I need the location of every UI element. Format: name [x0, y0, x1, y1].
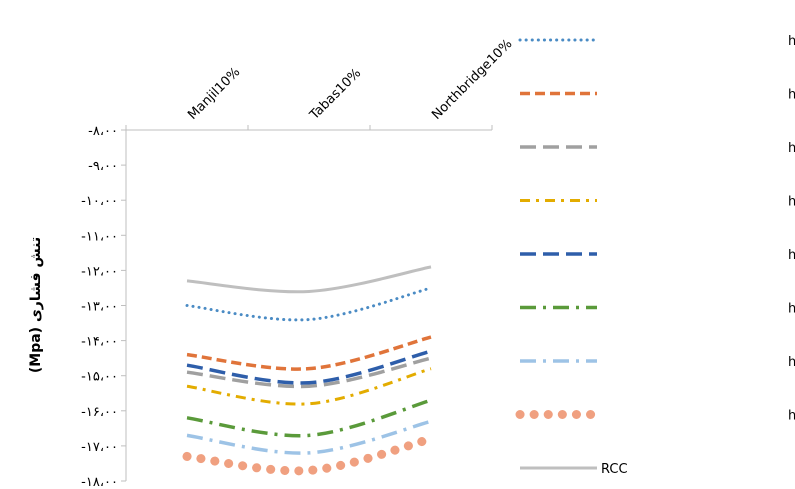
legend-label: بتن با مقامت ۱۰ ، h=8.57 — [788, 248, 795, 263]
category-label: Manjil10% — [185, 65, 243, 123]
series-line-4 — [186, 367, 432, 406]
legend-item-3: بتن با مقامت ۱۰ ، h=12.24 — [520, 141, 795, 156]
y-tick-labels: -۸،۰۰ -۹،۰۰ -۱۰،۰۰ -۱۱،۰۰ -۱۲،۰۰ -۱۳،۰۰ -۱۴،۰۰… — [81, 124, 118, 489]
legend-label: RCC — [601, 462, 628, 477]
category-label: Northbridge10% — [429, 37, 515, 123]
y-tick-label: -۱۸،۰۰ — [81, 475, 118, 489]
legend-item-4: بتن با مقامت ۱۰ ، h=12.24 — [520, 195, 795, 210]
y-tick-label: -۱۳،۰۰ — [81, 300, 118, 315]
legend-label: بتن با مقامت ۱۰ ، h=12.24 — [788, 34, 795, 49]
y-tick-label: -۱۵،۰۰ — [81, 370, 118, 385]
legend: بتن با مقامت ۱۰ ، h=12.24 بتن با مقامت ۱۰… — [515, 34, 795, 477]
category-label: Tabas10% — [307, 66, 365, 124]
category-labels: Manjil10% Tabas10% Northbridge10% — [185, 37, 515, 124]
legend-item-1: بتن با مقامت ۱۰ ، h=12.24 — [518, 34, 795, 49]
y-tick-label: -۱۷،۰۰ — [81, 440, 118, 455]
legend-label: بتن با مقامت ۱۰ ، h=12.24 — [788, 195, 795, 210]
legend-item-5: بتن با مقامت ۱۰ ، h=8.57 — [520, 248, 795, 263]
series-line-5 — [186, 349, 432, 385]
series-line-9 — [186, 265, 432, 294]
series-lines — [182, 265, 436, 476]
series-line-1 — [185, 286, 433, 322]
series-line-2 — [186, 335, 432, 371]
legend-item-2: بتن با مقامت ۱۰ ، h=12.24 — [520, 88, 795, 103]
legend-label: بتن با مقامت ۱۰ ، h=12.24 — [788, 88, 795, 103]
legend-item-6: بتن با مقامت ۱۰ ، h=8.57 — [520, 302, 795, 317]
y-tick-label: -۱۴،۰۰ — [81, 335, 118, 350]
legend-label: بتن با مقامت ۱۰ ، h=12.24 — [788, 141, 795, 156]
legend-item-8: بتن با مقامت ۱۰ ، h=8.57 — [515, 409, 795, 424]
legend-label: بتن با مقامت ۱۰ ، h=8.57 — [788, 409, 795, 424]
legend-item-7: بتن با مقامت ۱۰ ، h=8.57 — [520, 355, 795, 370]
legend-label: بتن با مقامت ۱۰ ، h=8.57 — [788, 302, 795, 317]
y-tick-label: -۱۶،۰۰ — [81, 405, 118, 420]
y-axis — [121, 125, 493, 482]
legend-item-9: RCC — [520, 462, 628, 477]
series-line-6 — [186, 398, 432, 438]
y-tick-label: -۱۰،۰۰ — [81, 194, 118, 209]
y-tick-label: -۱۱،۰۰ — [81, 229, 118, 244]
y-tick-label: -۱۲،۰۰ — [81, 264, 118, 279]
y-axis-title: تنش فشاری (Mpa) — [28, 237, 44, 373]
legend-label: بتن با مقامت ۱۰ ، h=8.57 — [788, 355, 795, 370]
y-tick-label: -۸،۰۰ — [88, 124, 118, 139]
y-tick-label: -۹،۰۰ — [88, 159, 118, 174]
series-line-7 — [186, 419, 432, 455]
series-line-3 — [186, 356, 432, 389]
series-line-8 — [182, 434, 436, 476]
